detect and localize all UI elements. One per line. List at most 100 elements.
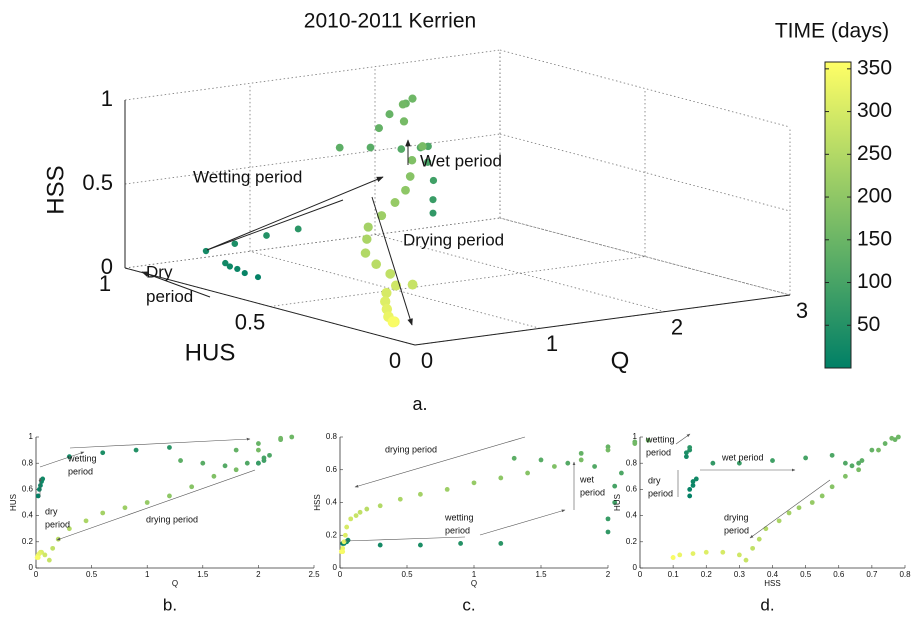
data-point <box>231 240 239 247</box>
arrow <box>56 469 256 541</box>
data-point <box>289 434 295 440</box>
axis-line <box>414 294 791 346</box>
data-point <box>592 464 597 469</box>
data-point <box>720 549 726 555</box>
annotation: wetting <box>67 453 97 463</box>
x-tick-label: 0 <box>338 570 343 579</box>
data-point <box>612 483 618 489</box>
data-point <box>703 549 709 555</box>
data-point <box>471 480 477 486</box>
x-tick-label: 0.5 <box>401 570 413 579</box>
colorbar-tick-label: 150 <box>857 227 892 250</box>
annotation: Drying period <box>403 230 504 249</box>
data-point <box>829 484 835 490</box>
data-point <box>693 476 699 482</box>
data-point <box>552 464 557 469</box>
annotation: drying period <box>385 444 437 454</box>
annotation: wetting <box>444 512 474 522</box>
annotation: period <box>146 287 193 306</box>
annotation: drying <box>724 512 749 522</box>
y-axis-label: HSS <box>313 494 322 510</box>
data-point <box>256 460 261 466</box>
panel-label: d. <box>760 595 774 614</box>
data-point <box>387 316 399 328</box>
data-point <box>605 516 611 522</box>
x-tick-label: 3 <box>796 298 808 323</box>
y-tick-label: 0.5 <box>235 309 266 334</box>
data-point <box>538 457 544 463</box>
data-point <box>511 455 517 461</box>
data-point <box>856 460 862 466</box>
data-point <box>645 437 651 443</box>
annotation: period <box>724 525 749 535</box>
arrow <box>141 271 211 298</box>
annotation: period <box>580 487 605 497</box>
marks-layer <box>34 61 901 563</box>
data-point <box>261 455 267 461</box>
data-point <box>786 510 792 516</box>
data-point <box>869 447 875 453</box>
colorbar <box>824 61 852 369</box>
data-point <box>882 441 888 446</box>
x-tick-label: 0.6 <box>833 570 845 579</box>
data-point <box>756 536 762 542</box>
axis-line <box>124 267 416 346</box>
data-point <box>842 473 848 479</box>
x-tick-label: 0.5 <box>800 570 812 579</box>
data-point <box>736 552 742 558</box>
data-point <box>683 454 689 460</box>
data-point <box>222 259 229 267</box>
data-point <box>241 270 248 277</box>
data-point <box>418 491 423 497</box>
data-point <box>42 552 48 558</box>
data-point <box>605 447 611 453</box>
data-point <box>83 518 89 524</box>
arrow <box>749 479 831 539</box>
y-tick-label: 0.8 <box>326 432 338 441</box>
data-point <box>50 545 56 551</box>
panel-label: b. <box>163 595 177 614</box>
y-axis-label: HUS <box>9 494 18 511</box>
data-point <box>133 447 139 453</box>
data-point <box>362 234 372 244</box>
annotation: Wetting period <box>193 167 302 186</box>
data-point <box>353 513 359 518</box>
colorbar-label: TIME (days) <box>775 20 889 43</box>
colorbar-tick-label: 300 <box>857 99 892 122</box>
x-tick-label: 2 <box>256 570 261 579</box>
x-tick-label: 1 <box>145 570 150 579</box>
data-point <box>776 518 782 524</box>
data-point <box>178 458 183 463</box>
x-tick-label: 0 <box>34 570 39 579</box>
z-axis-label: HSS <box>42 165 69 214</box>
data-point <box>366 143 375 152</box>
panel-label: a. <box>412 394 427 414</box>
x-tick-label: 2.5 <box>308 570 320 579</box>
z-tick-label: 1 <box>101 86 113 111</box>
data-point <box>348 516 354 522</box>
data-point <box>632 441 638 446</box>
y-tick-label: 0.4 <box>626 511 638 520</box>
y-tick-label: 0.2 <box>326 530 338 539</box>
x-tick-label: 1 <box>472 570 477 579</box>
data-point <box>819 493 825 499</box>
data-point <box>612 500 618 505</box>
data-point <box>371 259 382 270</box>
data-point <box>211 473 217 479</box>
x-tick-label: 0.1 <box>668 570 680 579</box>
annotation: Dry <box>146 262 173 281</box>
data-point <box>377 211 387 221</box>
data-point <box>710 460 716 466</box>
data-point <box>375 124 383 133</box>
y-tick-label: 0 <box>333 563 338 572</box>
grid-line <box>124 217 501 269</box>
data-point <box>122 505 128 511</box>
panel-label: c. <box>462 595 475 614</box>
x-axis-label: HSS <box>764 579 780 588</box>
y-tick-label: 0.4 <box>22 511 34 520</box>
arrow <box>206 199 344 251</box>
y-tick-label: 0 <box>633 563 638 572</box>
data-point <box>565 460 571 466</box>
